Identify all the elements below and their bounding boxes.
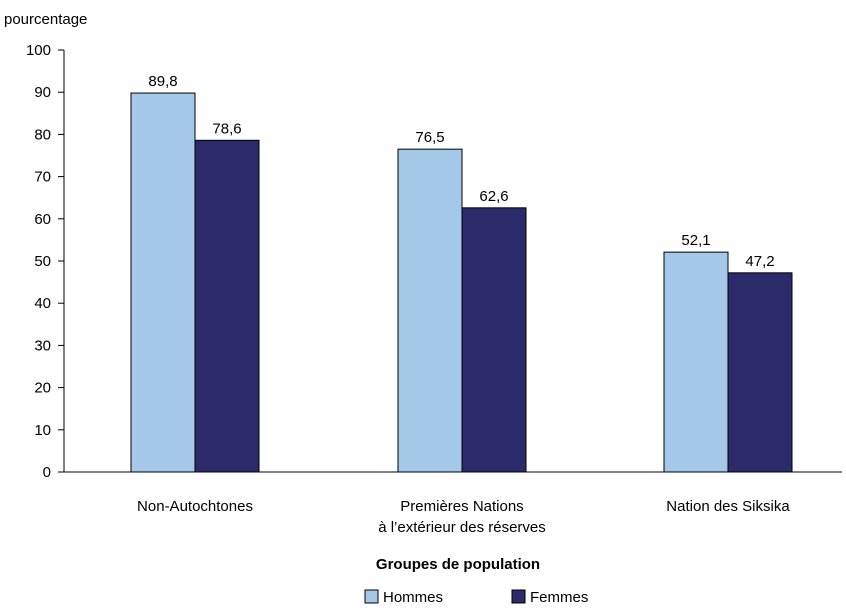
legend-swatch-hommes <box>364 589 379 604</box>
data-label: 47,2 <box>745 253 774 270</box>
y-tick-label: 60 <box>34 211 51 228</box>
x-category-label: Nation des Siksika <box>666 498 790 515</box>
x-category-label: Premières Nations <box>400 498 523 515</box>
x-axis: Non-Autochtones Premières Nations à l’exté… <box>64 471 842 536</box>
y-axis: 0 10 20 30 40 50 60 70 80 90 100 <box>26 42 65 481</box>
data-label: 76,5 <box>415 129 444 146</box>
y-tick-label: 70 <box>34 169 51 186</box>
x-axis-title: Groupes de population <box>376 556 540 573</box>
data-label: 89,8 <box>148 73 177 90</box>
legend-label: Femmes <box>530 589 588 606</box>
data-label: 52,1 <box>681 232 710 249</box>
bar-femmes-0 <box>194 139 260 473</box>
legend-label: Hommes <box>383 589 443 606</box>
y-tick-label: 50 <box>34 253 51 270</box>
y-tick-label: 100 <box>26 42 51 59</box>
data-label: 78,6 <box>212 120 241 137</box>
x-category-label: Non-Autochtones <box>137 498 253 515</box>
bar-hommes-0 <box>130 92 196 473</box>
y-tick-label: 80 <box>34 126 51 143</box>
y-tick-label: 0 <box>43 464 51 481</box>
y-axis-title: pourcentage <box>4 11 87 28</box>
bar-hommes-1 <box>397 148 463 473</box>
y-tick-label: 40 <box>34 295 51 312</box>
y-tick-label: 90 <box>34 84 51 101</box>
y-tick-label: 20 <box>34 380 51 397</box>
data-label: 62,6 <box>479 188 508 205</box>
x-category-label: à l’extérieur des réserves <box>378 519 546 536</box>
legend: Hommes Femmes <box>364 589 588 606</box>
bar-femmes-1 <box>461 207 527 473</box>
y-tick-label: 30 <box>34 337 51 354</box>
y-tick-label: 10 <box>34 422 51 439</box>
bars-group: 89,8 78,6 76,5 62,6 52,1 47,2 <box>130 73 793 473</box>
legend-swatch-femmes <box>511 589 526 604</box>
bar-femmes-2 <box>727 272 793 473</box>
bar-hommes-2 <box>663 251 729 473</box>
